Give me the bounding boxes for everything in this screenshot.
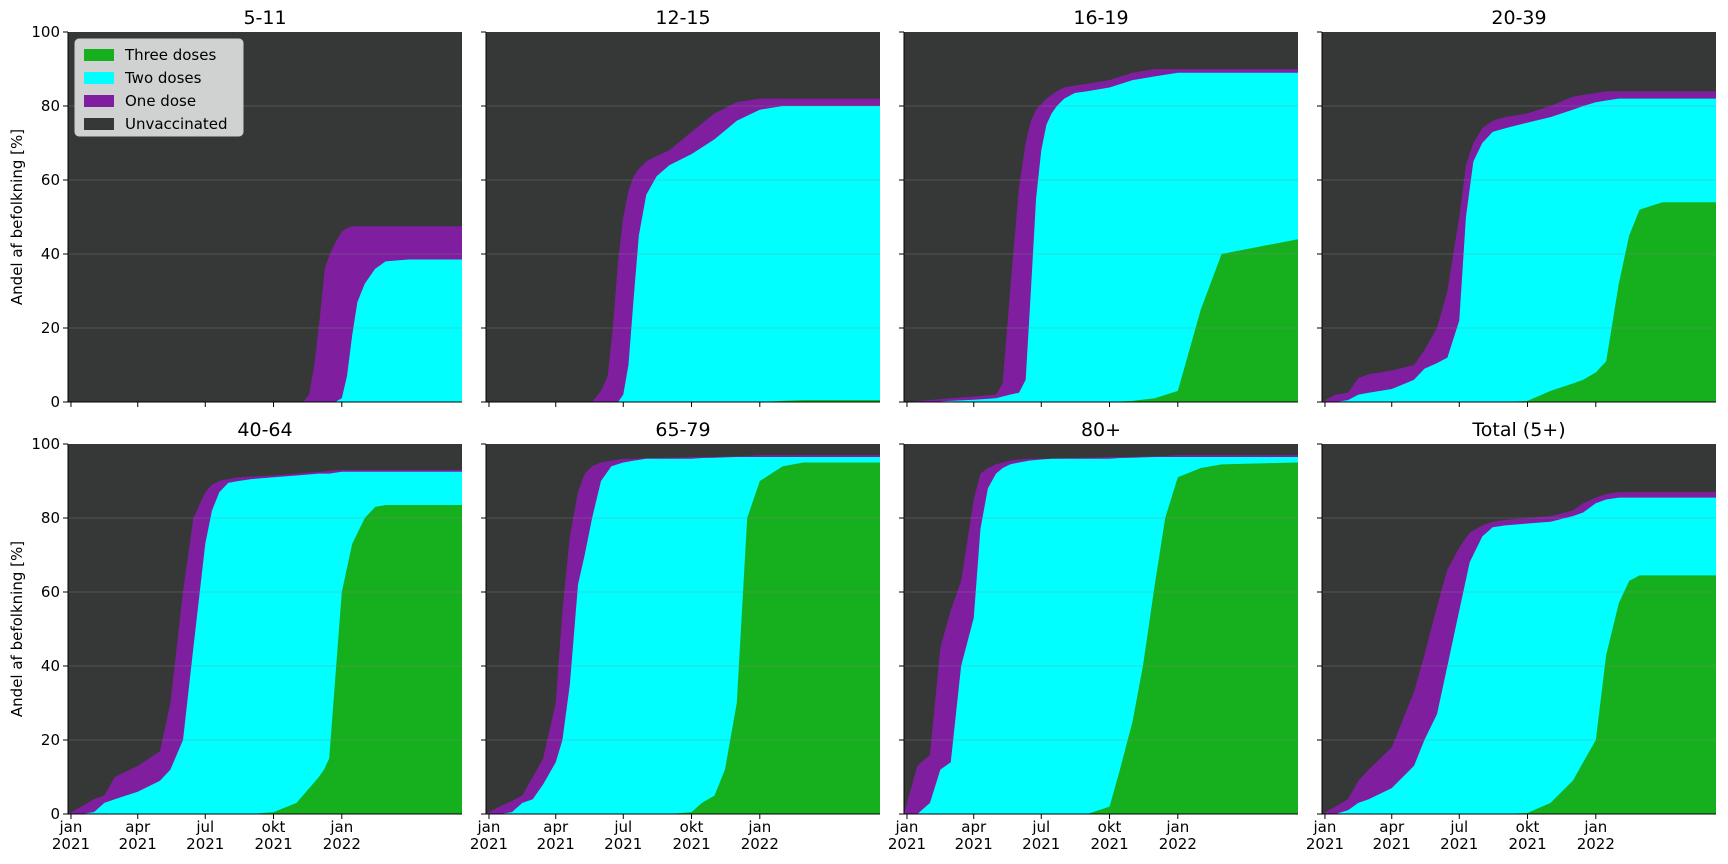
- area-three-doses: [68, 505, 462, 814]
- panel-65-79: jan 2021 apr 2021 jul 2021 okt 2021 jan 2022 65-79: [470, 419, 880, 853]
- y-tick-label: 60: [41, 171, 60, 189]
- x-tick-label: jul 2021: [1022, 818, 1060, 853]
- panel-title: 5-11: [243, 7, 286, 29]
- legend-label-one-dose: One dose: [125, 92, 196, 110]
- x-tick-label: apr 2021: [955, 818, 993, 853]
- y-tick-label: 60: [41, 583, 60, 601]
- panel-5-11: 0 20 40 60 80 100 5-11 Andel af befolkning [%]: [8, 7, 462, 411]
- x-tick-label: jan 2021: [1306, 818, 1344, 853]
- y-tick-label: 80: [41, 97, 60, 115]
- x-tick-label: jul 2021: [1440, 818, 1478, 853]
- legend: Three doses Two doses One dose Unvaccinated: [74, 38, 244, 137]
- x-tick-label: apr 2021: [119, 818, 157, 853]
- area-three-doses: [1322, 575, 1716, 814]
- panel-title: Total (5+): [1471, 419, 1565, 441]
- legend-swatch-one-dose: [84, 95, 114, 107]
- area-two-doses: [486, 106, 880, 402]
- x-tick-label: jul 2021: [186, 818, 224, 853]
- legend-swatch-unvaccinated: [84, 118, 114, 130]
- x-tick-label: jan 2022: [1159, 818, 1197, 853]
- legend-swatch-two-doses: [84, 72, 114, 84]
- area-three-doses: [1322, 202, 1716, 402]
- x-tick-label: jan 2021: [52, 818, 90, 853]
- x-tick-label: jan 2022: [323, 818, 361, 853]
- x-tick-label: okt 2021: [672, 818, 710, 853]
- legend-label-two-doses: Two doses: [124, 69, 202, 87]
- x-tick-label: apr 2021: [537, 818, 575, 853]
- panel-title: 20-39: [1491, 7, 1546, 29]
- y-tick-label: 0: [50, 393, 60, 411]
- area-three-doses: [904, 239, 1298, 402]
- y-tick-label: 80: [41, 509, 60, 527]
- legend-label-unvaccinated: Unvaccinated: [125, 115, 228, 133]
- x-tick-label: jan 2021: [888, 818, 926, 853]
- x-tick-label: apr 2021: [1373, 818, 1411, 853]
- y-tick-label: 40: [41, 657, 60, 675]
- x-tick-label: jan 2022: [741, 818, 779, 853]
- y-tick-label: 100: [31, 435, 60, 453]
- panel-title: 16-19: [1073, 7, 1128, 29]
- panel-title: 65-79: [655, 419, 710, 441]
- panel-80: jan 2021 apr 2021 jul 2021 okt 2021 jan 2022 80+: [888, 419, 1298, 853]
- area-two-doses: [68, 259, 462, 402]
- legend-box: [74, 38, 244, 137]
- x-tick-label: okt 2021: [1090, 818, 1128, 853]
- legend-label-three-doses: Three doses: [124, 46, 216, 64]
- y-tick-label: 40: [41, 245, 60, 263]
- panel-40-64: 0 20 40 60 80 100 jan 2021 apr 2021 jul 2021 okt 2021…: [8, 419, 462, 853]
- x-tick-label: jul 2021: [604, 818, 642, 853]
- y-axis-label: Andel af befolkning [%]: [8, 541, 26, 717]
- y-tick-label: 0: [50, 805, 60, 823]
- y-axis-label: Andel af befolkning [%]: [8, 129, 26, 305]
- y-tick-label: 20: [41, 731, 60, 749]
- panel-12-15: 12-15: [481, 7, 880, 407]
- x-tick-label: jan 2021: [470, 818, 508, 853]
- x-tick-label: okt 2021: [1508, 818, 1546, 853]
- panel-title: 80+: [1081, 419, 1121, 441]
- panel-title: 12-15: [655, 7, 710, 29]
- panel-total-5: jan 2021 apr 2021 jul 2021 okt 2021 jan 2022 Total…: [1306, 419, 1716, 853]
- panel-title: 40-64: [237, 419, 292, 441]
- area-three-doses: [904, 462, 1298, 814]
- x-tick-label: okt 2021: [254, 818, 292, 853]
- legend-swatch-three-doses: [84, 49, 114, 61]
- x-tick-label: jan 2022: [1577, 818, 1615, 853]
- panel-20-39: 20-39: [1317, 7, 1716, 407]
- panel-16-19: 16-19: [899, 7, 1298, 407]
- y-tick-label: 20: [41, 319, 60, 337]
- area-three-doses: [486, 462, 880, 814]
- y-tick-label: 100: [31, 23, 60, 41]
